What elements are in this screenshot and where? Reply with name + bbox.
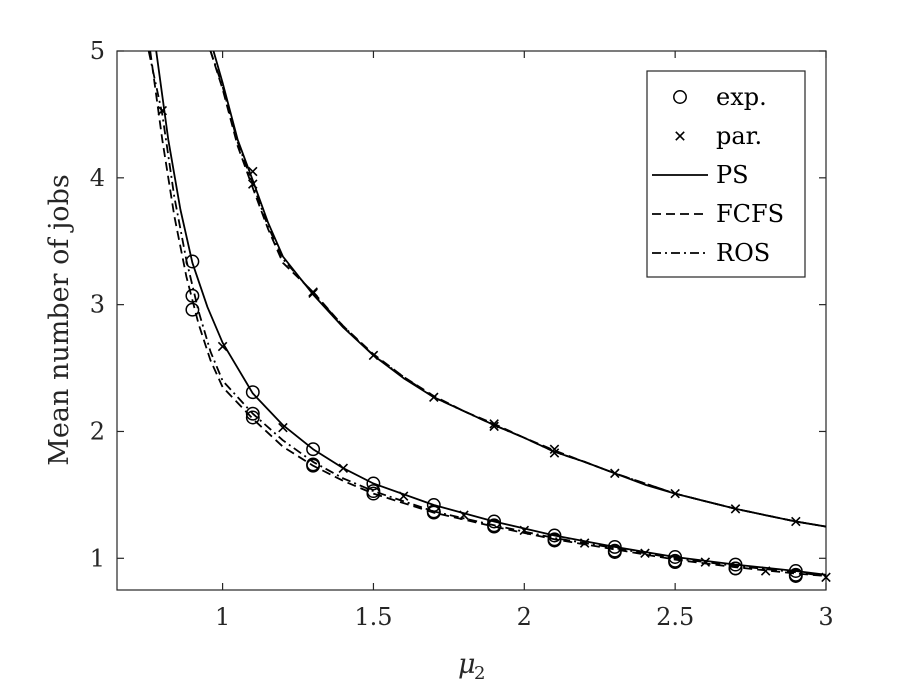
- par-marker: [700, 557, 711, 567]
- exp-marker: [366, 486, 381, 501]
- y-tick-label: 1: [90, 544, 105, 572]
- par-marker: [670, 488, 680, 499]
- x-axis-label: μ 2: [458, 649, 485, 684]
- exp-marker: [668, 550, 683, 564]
- legend-label: FCFS: [716, 200, 784, 228]
- curves: [147, 51, 826, 577]
- exp-marker: [185, 254, 200, 269]
- exp-marker: [547, 528, 562, 543]
- par-marker: [308, 288, 318, 298]
- series-line-ros-exp: [147, 51, 826, 577]
- par-marker: [217, 341, 228, 352]
- par-marker: [429, 392, 439, 402]
- exp-marker: [788, 569, 803, 583]
- par-marker: [398, 491, 409, 501]
- par-marker: [489, 419, 499, 429]
- exp-marker: [547, 533, 562, 548]
- par-marker: [579, 538, 590, 548]
- legend-item-ros: ROS: [652, 239, 770, 267]
- exp-marker: [668, 555, 683, 570]
- ticks: 1 1.5 2 2.5 3 1 2 3 4 5: [90, 37, 834, 631]
- par-marker: [248, 179, 258, 189]
- legend-item-fcfs: FCFS: [652, 200, 784, 228]
- par-marker: [459, 510, 469, 520]
- par-marker: [489, 421, 499, 432]
- par-marker: [821, 572, 831, 583]
- exp-marker: [366, 476, 381, 491]
- par-marker: [308, 287, 318, 297]
- exp-marker: [185, 302, 200, 317]
- exp-marker: [426, 498, 441, 512]
- par-marker: [157, 105, 168, 116]
- par-marker: [549, 444, 560, 454]
- series-line-ros-par: [209, 51, 826, 528]
- y-axis-label: Mean number of jobs: [44, 174, 75, 465]
- legend-label: par.: [716, 122, 762, 150]
- par-marker: [760, 566, 771, 576]
- par-marker: [610, 468, 620, 479]
- par-marker: [368, 350, 379, 361]
- par-marker: [791, 516, 801, 527]
- par-marker: [519, 525, 530, 536]
- series-line-fcfs-exp: [149, 51, 826, 577]
- par-marker: [640, 548, 650, 558]
- x-tick-label: 2: [517, 603, 532, 631]
- exp-marker: [728, 561, 743, 576]
- exp-marker: [487, 514, 502, 529]
- markers: [157, 105, 831, 583]
- par-marker: [248, 166, 258, 177]
- legend-item-exp: exp.: [673, 83, 767, 111]
- par-marker: [278, 422, 288, 433]
- x-tick-label: 2.5: [656, 603, 694, 631]
- legend-label: ROS: [716, 239, 770, 267]
- par-marker: [338, 463, 349, 474]
- legend-circle-marker: [673, 90, 687, 104]
- exp-marker: [728, 557, 743, 572]
- par-marker: [549, 448, 560, 458]
- exp-marker: [306, 458, 321, 473]
- exp-marker: [245, 410, 260, 425]
- x-tick-label: 3: [818, 603, 833, 631]
- legend-cross-marker: [675, 131, 685, 141]
- y-tick-label: 2: [90, 417, 105, 445]
- y-tick-label: 3: [90, 291, 105, 319]
- legend-label: PS: [716, 161, 749, 189]
- x-tick-label: 1.5: [354, 603, 392, 631]
- exp-marker: [185, 288, 200, 303]
- exp-marker: [607, 539, 622, 554]
- y-tick-label: 5: [90, 37, 105, 65]
- y-tick-label: 4: [90, 164, 105, 192]
- x-axis-label-subscript: 2: [474, 663, 485, 684]
- legend-item-ps: PS: [652, 161, 749, 189]
- legend-label: exp.: [716, 83, 767, 111]
- legend: exp. par. PS FCFS ROS: [646, 70, 806, 278]
- x-axis-label-symbol: μ: [458, 649, 476, 680]
- x-tick-label: 1: [215, 603, 230, 631]
- exp-marker: [607, 545, 622, 559]
- exp-marker: [487, 519, 502, 534]
- exp-marker: [788, 564, 803, 578]
- par-marker: [730, 504, 741, 514]
- exp-marker: [426, 505, 441, 520]
- exp-marker: [245, 406, 260, 421]
- exp-marker: [245, 385, 260, 400]
- legend-item-par: par.: [675, 122, 762, 150]
- legend-box: [646, 70, 806, 278]
- exp-marker: [306, 442, 321, 457]
